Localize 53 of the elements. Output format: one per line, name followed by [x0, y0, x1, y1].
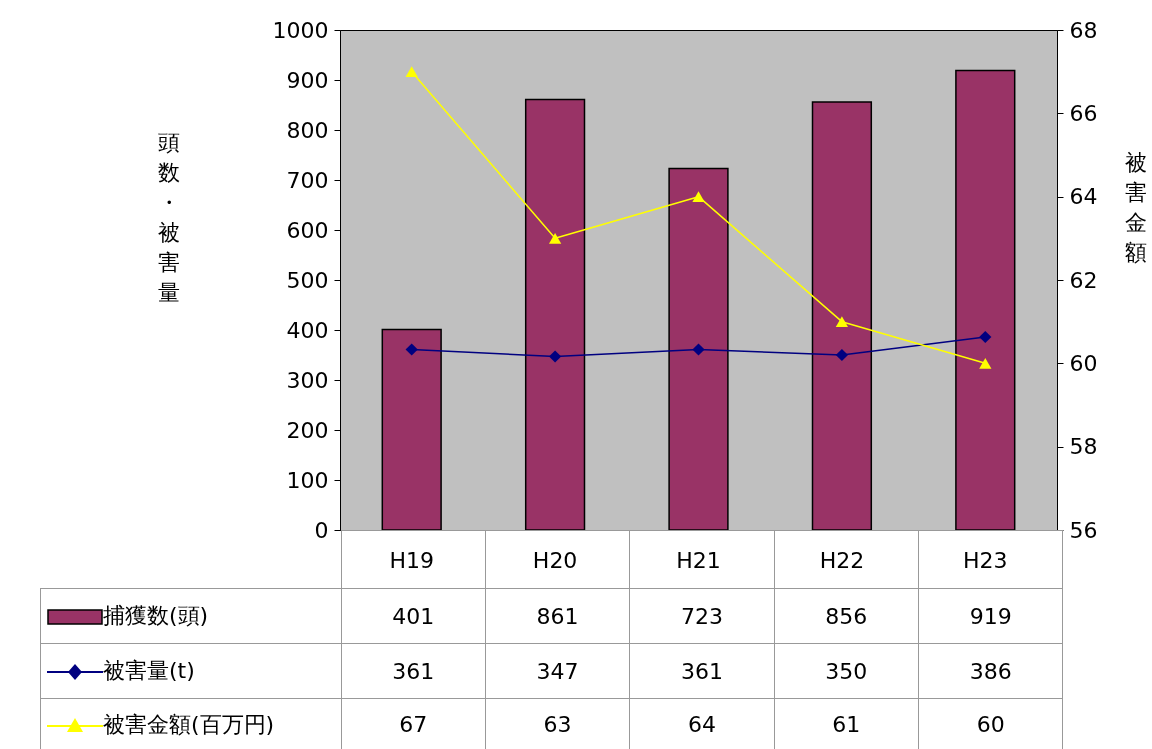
- data-label: 861: [485, 588, 630, 644]
- data-label: 723: [629, 588, 775, 644]
- y2-tick-label: 60: [1069, 350, 1098, 376]
- legend-label: 被害金額(百万円): [103, 711, 275, 737]
- y-tick-label: 900: [286, 67, 329, 93]
- legend-label: 被害量(t): [103, 658, 195, 683]
- data-label: 350: [774, 643, 919, 699]
- data-label: 67: [341, 698, 486, 749]
- x-tick-label: H22: [819, 547, 865, 573]
- data-label: 361: [629, 643, 775, 699]
- y2-tick-label: 62: [1069, 267, 1098, 293]
- data-label: 919: [918, 588, 1063, 644]
- point: [692, 343, 705, 356]
- legend-label: 捕獲数(頭): [103, 603, 209, 628]
- y-tick-label: 700: [286, 167, 329, 193]
- y-tick-label: 300: [286, 367, 329, 393]
- data-label: 64: [629, 698, 775, 749]
- y2-axis-title: 被害金額: [1124, 149, 1147, 265]
- data-label: 361: [341, 643, 486, 699]
- data-label: 61: [774, 698, 919, 749]
- point: [692, 191, 705, 202]
- y2-tick-label: 68: [1069, 17, 1098, 43]
- point: [979, 358, 992, 369]
- point: [405, 343, 418, 356]
- point: [835, 348, 849, 362]
- y-axis-title: 頭数・被害量: [157, 129, 180, 305]
- y2-tick-label: 66: [1069, 100, 1098, 126]
- y-tick-label: 200: [286, 417, 329, 443]
- point: [548, 350, 562, 363]
- data-label: 60: [918, 698, 1063, 749]
- point: [835, 316, 849, 327]
- y-tick-label: 600: [286, 217, 329, 243]
- point: [405, 66, 418, 77]
- x-tick-label: H21: [676, 547, 721, 573]
- x-tick-label: H23: [963, 547, 1008, 573]
- data-label: 347: [485, 643, 630, 699]
- y-tick-label: 800: [286, 117, 329, 143]
- x-tick-label: H19: [389, 547, 434, 573]
- y-tick-label: 400: [286, 317, 329, 343]
- point: [548, 233, 562, 244]
- y-tick-label: 500: [286, 267, 329, 293]
- data-label: 386: [918, 643, 1063, 699]
- y2-tick-label: 56: [1069, 517, 1098, 543]
- data-label: 401: [341, 588, 486, 644]
- data-label: 856: [774, 588, 919, 644]
- y-tick-label: 100: [286, 467, 329, 493]
- y-tick-label: 0: [314, 517, 329, 543]
- y-tick-label: 1000: [272, 17, 329, 43]
- point: [979, 330, 992, 344]
- y2-tick-label: 58: [1069, 434, 1098, 460]
- y2-tick-label: 64: [1069, 184, 1098, 210]
- data-label: 63: [485, 698, 630, 749]
- x-tick-label: H20: [532, 547, 578, 573]
